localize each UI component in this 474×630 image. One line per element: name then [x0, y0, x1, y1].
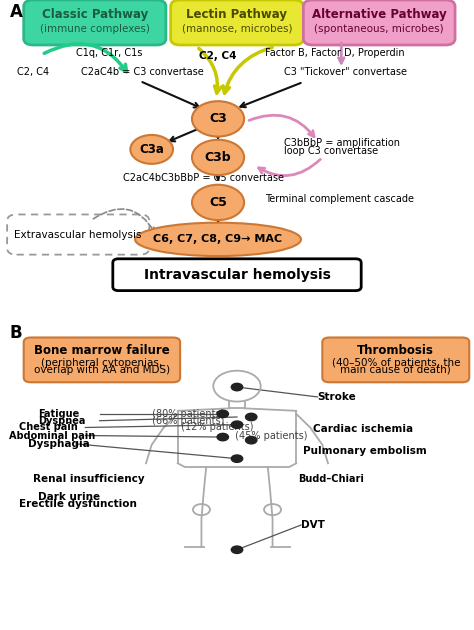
Text: Alternative Pathway: Alternative Pathway: [312, 8, 447, 21]
Text: (12% patients): (12% patients): [178, 423, 254, 432]
Circle shape: [192, 140, 244, 175]
FancyArrowPatch shape: [199, 49, 221, 93]
Text: C1q, C1r, C1s: C1q, C1r, C1s: [76, 48, 142, 58]
Text: Dark urine: Dark urine: [38, 492, 100, 502]
Text: Lectin Pathway: Lectin Pathway: [186, 8, 288, 21]
Ellipse shape: [135, 222, 301, 256]
Circle shape: [246, 413, 257, 421]
FancyArrowPatch shape: [223, 47, 272, 93]
Circle shape: [217, 433, 228, 441]
FancyArrowPatch shape: [216, 215, 220, 221]
Text: Cardiac ischemia: Cardiac ischemia: [313, 425, 413, 434]
Text: Bone marrow failure: Bone marrow failure: [34, 343, 170, 357]
Text: C3a: C3a: [139, 143, 164, 156]
Text: (80% patients): (80% patients): [149, 409, 225, 419]
Text: (spontaneous, microbes): (spontaneous, microbes): [314, 24, 444, 34]
Circle shape: [231, 455, 243, 462]
Text: Budd–Chiari: Budd–Chiari: [299, 474, 365, 484]
FancyBboxPatch shape: [303, 0, 455, 45]
FancyArrowPatch shape: [338, 43, 344, 63]
Text: Renal insufficiency: Renal insufficiency: [33, 474, 145, 484]
Circle shape: [192, 101, 244, 137]
FancyArrowPatch shape: [216, 173, 220, 179]
Text: Intravascular hemolysis: Intravascular hemolysis: [144, 268, 330, 282]
Text: (immune complexes): (immune complexes): [40, 24, 150, 34]
FancyArrowPatch shape: [216, 132, 220, 137]
Text: A: A: [9, 3, 22, 21]
Text: C3: C3: [209, 112, 227, 125]
Circle shape: [217, 410, 228, 418]
Text: DVT: DVT: [301, 520, 325, 530]
Text: C2, C4: C2, C4: [17, 67, 49, 77]
Text: Thrombosis: Thrombosis: [357, 343, 434, 357]
Text: Fatigue: Fatigue: [38, 409, 79, 419]
Circle shape: [231, 421, 243, 428]
Text: overlap with AA and MDS): overlap with AA and MDS): [34, 365, 170, 375]
FancyArrowPatch shape: [93, 209, 154, 231]
Text: C6, C7, C8, C9→ MAC: C6, C7, C8, C9→ MAC: [154, 234, 283, 244]
Text: Chest pain: Chest pain: [19, 423, 78, 432]
Text: C2aC4bC3bBbP = C5 convertase: C2aC4bC3bBbP = C5 convertase: [123, 173, 284, 183]
Text: C2aC4b = C3 convertase: C2aC4b = C3 convertase: [81, 67, 203, 77]
FancyArrowPatch shape: [44, 44, 127, 72]
Text: (mannose, microbes): (mannose, microbes): [182, 24, 292, 34]
FancyArrowPatch shape: [142, 82, 199, 108]
Text: Classic Pathway: Classic Pathway: [42, 8, 148, 21]
Circle shape: [130, 135, 173, 164]
Text: C3bBbP = amplification: C3bBbP = amplification: [284, 138, 401, 148]
Text: (45% patients): (45% patients): [232, 430, 308, 440]
Text: (peripheral cytopenias,: (peripheral cytopenias,: [41, 358, 163, 368]
Text: Factor B, Factor D, Properdin: Factor B, Factor D, Properdin: [265, 48, 405, 58]
Text: C3b: C3b: [205, 151, 231, 164]
Circle shape: [231, 546, 243, 553]
Text: Erectile dysfunction: Erectile dysfunction: [19, 499, 137, 509]
Text: (40–50% of patients, the: (40–50% of patients, the: [331, 358, 460, 368]
Text: (66% patients): (66% patients): [149, 416, 225, 426]
Text: C3 "Tickover" convertase: C3 "Tickover" convertase: [284, 67, 407, 77]
FancyBboxPatch shape: [322, 338, 469, 382]
Text: C2, C4: C2, C4: [199, 51, 237, 61]
Text: Terminal complement cascade: Terminal complement cascade: [265, 194, 414, 204]
Text: C5: C5: [209, 196, 227, 209]
Text: Extravascular hemolysis: Extravascular hemolysis: [15, 229, 142, 239]
FancyArrowPatch shape: [170, 130, 197, 141]
Text: Dysphagia: Dysphagia: [28, 439, 90, 449]
Circle shape: [231, 383, 243, 391]
FancyBboxPatch shape: [113, 259, 361, 290]
Text: Stroke: Stroke: [318, 392, 356, 402]
Circle shape: [246, 437, 257, 444]
Text: Pulmonary embolism: Pulmonary embolism: [303, 446, 427, 456]
Text: main cause of death): main cause of death): [340, 365, 451, 375]
Text: B: B: [9, 324, 22, 342]
Text: Dyspnea: Dyspnea: [38, 416, 85, 426]
Text: loop C3 convertase: loop C3 convertase: [284, 146, 379, 156]
FancyArrowPatch shape: [240, 83, 301, 107]
Text: Abdominal pain: Abdominal pain: [9, 430, 96, 440]
FancyBboxPatch shape: [24, 0, 166, 45]
FancyBboxPatch shape: [7, 214, 149, 255]
FancyBboxPatch shape: [171, 0, 303, 45]
Circle shape: [192, 185, 244, 220]
FancyBboxPatch shape: [24, 338, 180, 382]
FancyArrowPatch shape: [249, 115, 314, 137]
FancyArrowPatch shape: [259, 159, 320, 176]
